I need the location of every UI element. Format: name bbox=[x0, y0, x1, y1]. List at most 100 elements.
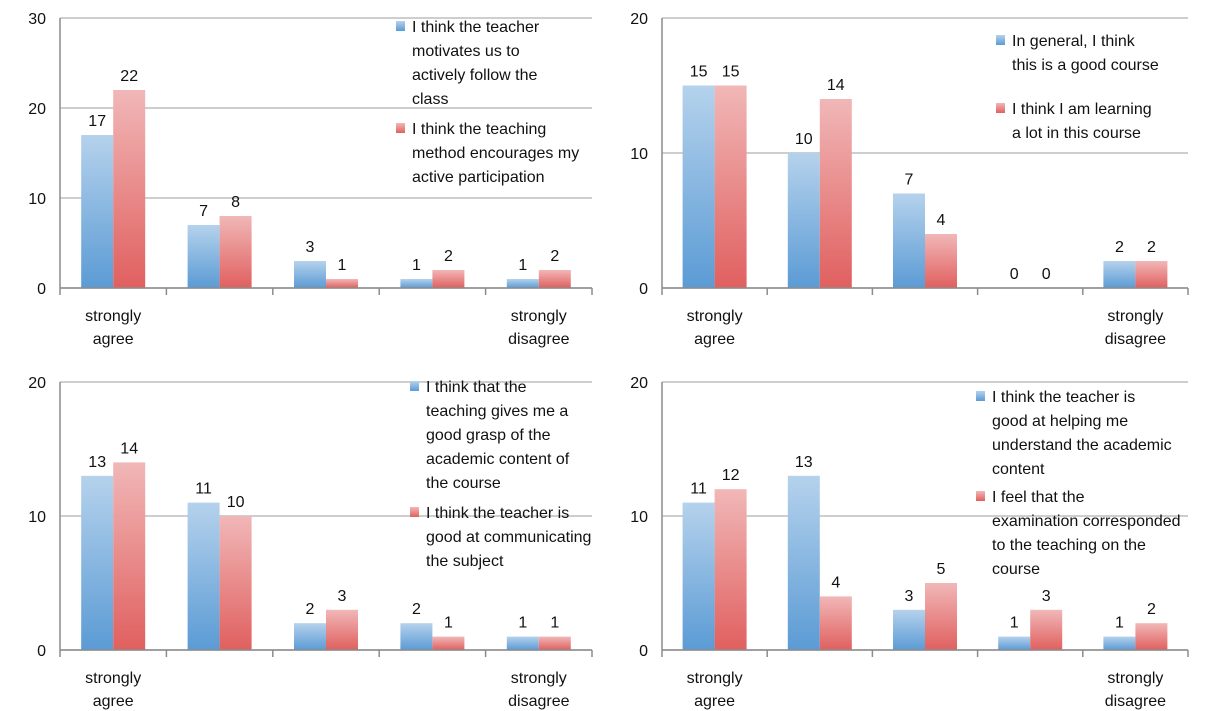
bar-series-2 bbox=[819, 99, 852, 288]
legend-swatch-series-2 bbox=[976, 491, 985, 501]
legend-swatch-series-1 bbox=[996, 35, 1005, 45]
bar-series-2 bbox=[432, 270, 465, 288]
bar-series-2 bbox=[326, 279, 358, 288]
bar-series-2 bbox=[925, 583, 957, 650]
data-label: 7 bbox=[905, 172, 914, 189]
y-tick-label: 10 bbox=[28, 191, 46, 208]
bar-series-2 bbox=[326, 609, 358, 650]
legend-label-series-2: I think I am learning a lot in this cours… bbox=[1012, 101, 1152, 142]
legend-swatch-series-2 bbox=[410, 507, 419, 517]
bar-series-1 bbox=[81, 475, 114, 650]
data-label: 3 bbox=[1042, 588, 1051, 605]
chart-good-course: 0 10 20 15 10 7 0 2 15 14 4 0 2 strongly agree strongly… bbox=[610, 0, 1210, 355]
data-label: 11 bbox=[690, 481, 707, 498]
bar-series-2 bbox=[1030, 609, 1063, 650]
legend-label-series-2: I think the teaching method encourages my… bbox=[412, 121, 579, 186]
bar-series-1 bbox=[294, 623, 326, 650]
legend-swatch-series-2 bbox=[396, 123, 405, 133]
legend-label-series-1: I think the teacher is good at helping me… bbox=[992, 389, 1172, 478]
data-label: 22 bbox=[120, 68, 138, 85]
x-category-label: strongly disagree bbox=[508, 670, 569, 710]
bar-series-1 bbox=[400, 279, 433, 288]
y-tick-label: 20 bbox=[28, 101, 46, 118]
bar-series-2 bbox=[714, 85, 747, 288]
chart-motivation: 0 10 20 30 17 7 3 1 1 22 8 1 2 2 strongly agree strongly… bbox=[0, 0, 600, 355]
data-label: 0 bbox=[1042, 266, 1051, 283]
y-tick-label: 0 bbox=[639, 643, 648, 660]
bar-series-1 bbox=[187, 225, 220, 288]
bar-series-1 bbox=[506, 279, 539, 288]
x-category-label: strongly agree bbox=[687, 308, 743, 348]
data-label: 11 bbox=[195, 481, 212, 498]
bar-series-1 bbox=[893, 193, 925, 288]
bar-series-1 bbox=[506, 636, 539, 650]
bar-series-1 bbox=[294, 261, 326, 288]
bar-series-2 bbox=[113, 90, 146, 288]
data-label: 5 bbox=[937, 561, 946, 578]
bar-series-2 bbox=[1135, 261, 1168, 288]
data-label: 3 bbox=[338, 588, 347, 605]
bar-series-1 bbox=[81, 135, 114, 288]
data-label: 2 bbox=[444, 248, 453, 265]
data-label: 2 bbox=[550, 248, 559, 265]
legend-label-series-1: I think the teacher motivates us to active… bbox=[412, 19, 540, 108]
bar-series-2 bbox=[538, 270, 571, 288]
bar-series-1 bbox=[998, 636, 1031, 650]
y-tick-label: 0 bbox=[639, 281, 648, 298]
data-label: 14 bbox=[120, 440, 138, 457]
legend-label-series-1: I think that the teaching gives me a good … bbox=[426, 379, 570, 492]
bar-series-1 bbox=[1103, 261, 1136, 288]
data-label: 1 bbox=[444, 615, 453, 632]
y-tick-label: 20 bbox=[630, 375, 648, 392]
data-label: 15 bbox=[722, 64, 740, 81]
bar-series-1 bbox=[1103, 636, 1136, 650]
data-label: 13 bbox=[88, 454, 106, 471]
bar-series-1 bbox=[187, 502, 220, 650]
legend-label-series-2: I think the teacher is good at communicat… bbox=[426, 505, 591, 570]
data-label: 4 bbox=[831, 574, 840, 591]
y-tick-label: 10 bbox=[28, 509, 46, 526]
data-label: 13 bbox=[795, 454, 813, 471]
data-label: 17 bbox=[88, 113, 106, 130]
bar-series-1 bbox=[682, 502, 715, 650]
legend-label-series-2: I feel that the examination corresponded t… bbox=[992, 489, 1181, 578]
y-tick-label: 20 bbox=[630, 11, 648, 28]
bar-series-1 bbox=[682, 85, 715, 288]
x-category-label: strongly disagree bbox=[508, 308, 569, 348]
x-category-label: strongly agree bbox=[85, 308, 141, 348]
y-tick-label: 30 bbox=[28, 11, 46, 28]
data-label: 2 bbox=[412, 601, 421, 618]
data-label: 14 bbox=[827, 77, 845, 94]
data-label: 12 bbox=[722, 467, 740, 484]
data-label: 1 bbox=[518, 615, 527, 632]
data-label: 1 bbox=[1115, 615, 1124, 632]
legend-swatch-series-1 bbox=[410, 381, 419, 391]
x-category-label: strongly disagree bbox=[1105, 308, 1166, 348]
bar-series-2 bbox=[219, 516, 252, 650]
bar-series-2 bbox=[714, 489, 747, 650]
data-label: 7 bbox=[199, 203, 208, 220]
data-label: 2 bbox=[1147, 239, 1156, 256]
legend-swatch-series-1 bbox=[396, 21, 405, 31]
y-tick-label: 0 bbox=[37, 281, 46, 298]
legend-swatch-series-1 bbox=[976, 391, 985, 401]
y-tick-label: 20 bbox=[28, 375, 46, 392]
data-label: 2 bbox=[1115, 239, 1124, 256]
data-label: 3 bbox=[905, 588, 914, 605]
data-label: 8 bbox=[231, 194, 240, 211]
bar-series-2 bbox=[925, 234, 957, 288]
bar-series-2 bbox=[819, 596, 852, 650]
data-label: 1 bbox=[1010, 615, 1019, 632]
data-label: 1 bbox=[338, 257, 347, 274]
bar-series-1 bbox=[787, 475, 820, 650]
data-label: 10 bbox=[227, 494, 245, 511]
data-label: 2 bbox=[1147, 601, 1156, 618]
bar-series-1 bbox=[400, 623, 433, 650]
bar-series-2 bbox=[113, 462, 146, 650]
data-label: 3 bbox=[306, 239, 315, 256]
chart-teacher-helping: 0 10 20 11 13 3 1 1 12 4 5 3 2 strongly agree strongly d… bbox=[610, 362, 1210, 711]
data-label: 2 bbox=[306, 601, 315, 618]
data-label: 1 bbox=[550, 615, 559, 632]
x-category-label: strongly disagree bbox=[1105, 670, 1166, 710]
bar-series-2 bbox=[432, 636, 465, 650]
